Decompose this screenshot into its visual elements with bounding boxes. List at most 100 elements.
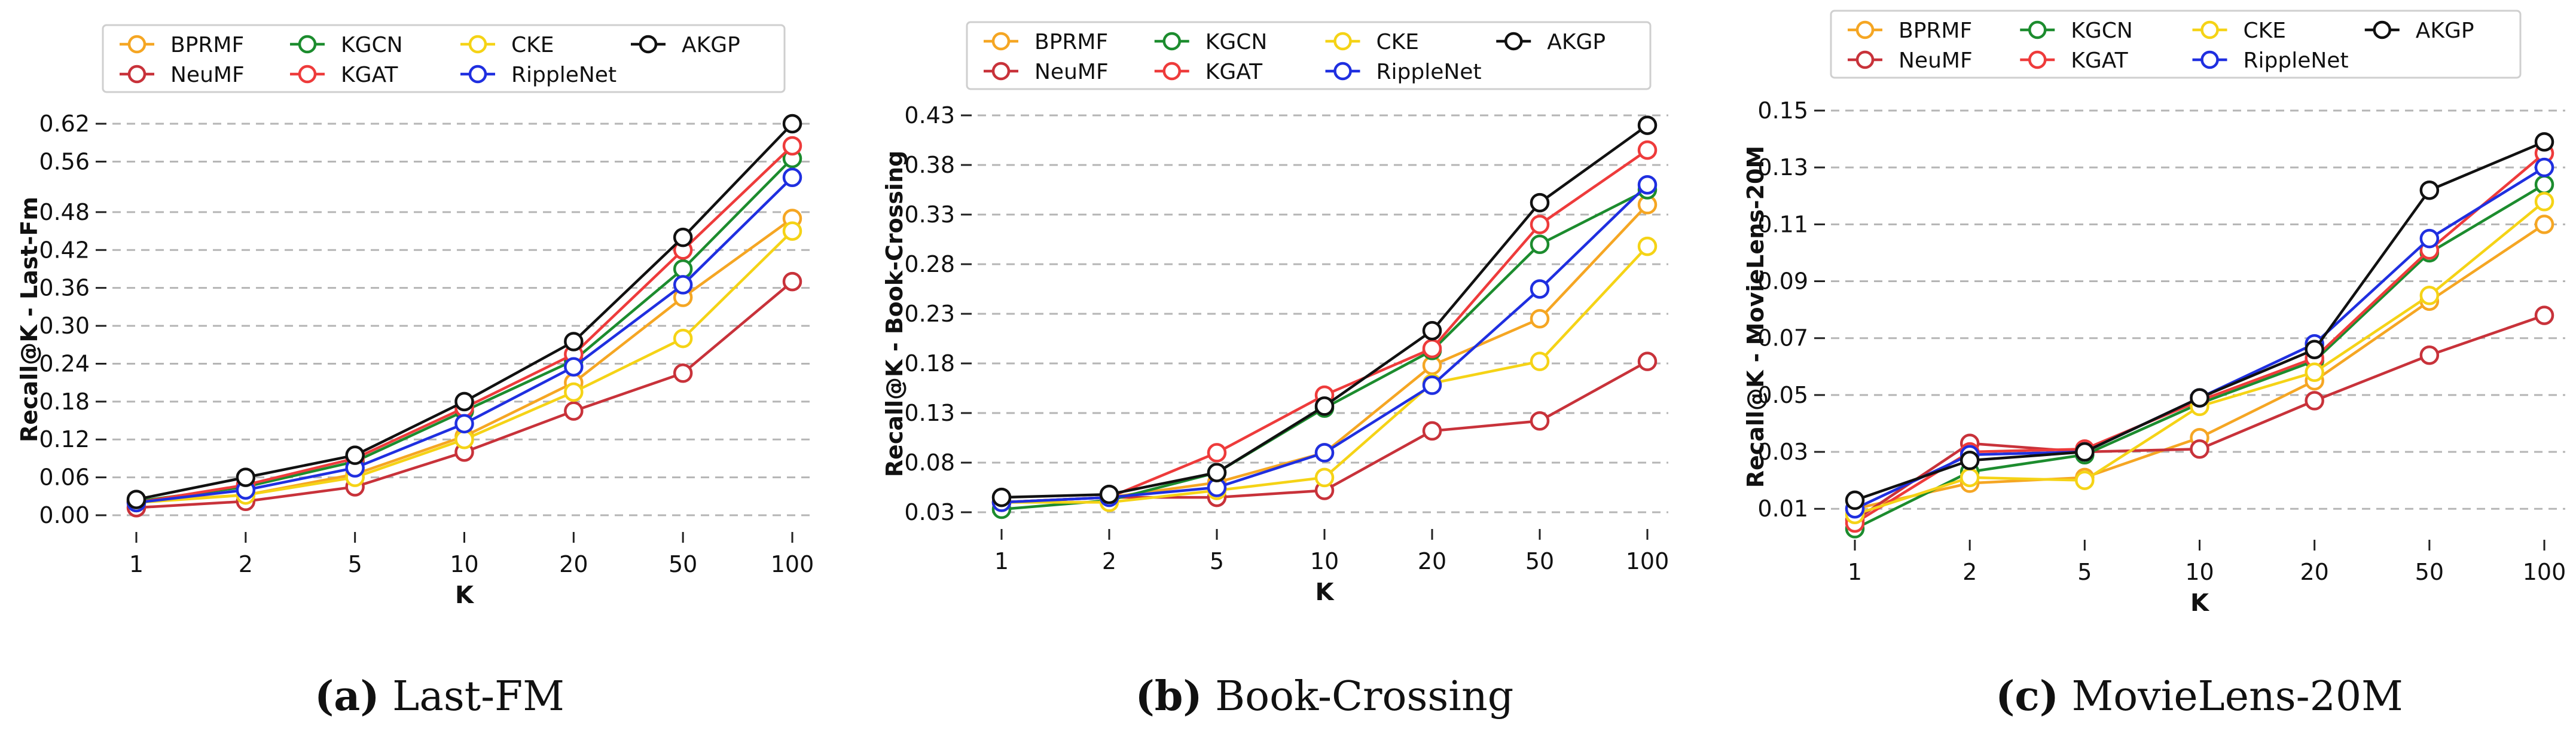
x-tick-label: 1 bbox=[994, 548, 1009, 574]
series-akgp bbox=[1845, 132, 2554, 510]
data-point bbox=[673, 227, 693, 247]
x-tick-label: 20 bbox=[2300, 559, 2328, 585]
y-tick-label: 0.13 bbox=[1757, 154, 1808, 181]
legend-label: NeuMF bbox=[1899, 48, 1973, 73]
legend-marker bbox=[2028, 20, 2047, 39]
legend-marker bbox=[991, 62, 1011, 81]
y-tick-label: 0.03 bbox=[1757, 439, 1808, 465]
data-point bbox=[1530, 351, 1550, 371]
legend-marker bbox=[1504, 32, 1523, 51]
legend-marker bbox=[127, 35, 146, 54]
legend-marker bbox=[2028, 50, 2047, 69]
data-point bbox=[1099, 484, 1119, 504]
data-point bbox=[782, 271, 802, 292]
x-tick-label: 20 bbox=[1418, 548, 1446, 574]
y-tick-label: 0.12 bbox=[39, 426, 90, 452]
data-point bbox=[1314, 467, 1335, 488]
y-tick-label: 0.30 bbox=[39, 313, 90, 339]
data-point bbox=[1207, 463, 1227, 482]
x-tick-label: 10 bbox=[450, 551, 478, 577]
series-bprmf bbox=[1845, 215, 2554, 519]
data-point bbox=[2190, 439, 2209, 459]
y-tick-label: 0.01 bbox=[1757, 496, 1808, 522]
y-tick-label: 0.03 bbox=[904, 499, 955, 525]
y-tick-label: 0.33 bbox=[904, 201, 955, 228]
legend: BPRMF NeuMF KGCN KGAT CKE RippleNet AKGP bbox=[102, 24, 786, 93]
data-point bbox=[673, 328, 693, 348]
legend-marker bbox=[1855, 50, 1875, 69]
series-line-cke bbox=[136, 230, 793, 504]
data-point bbox=[564, 357, 584, 377]
data-point bbox=[2190, 388, 2209, 408]
data-point bbox=[454, 429, 474, 449]
data-point bbox=[1637, 175, 1658, 195]
legend-marker bbox=[298, 35, 317, 54]
data-point bbox=[2534, 215, 2554, 234]
y-axis-label: Recall@K - MovieLens-20M bbox=[1742, 146, 1769, 488]
data-point bbox=[1422, 338, 1442, 359]
series-line-kgcn bbox=[1854, 183, 2546, 530]
data-point bbox=[2534, 175, 2554, 194]
legend-label: CKE bbox=[1376, 30, 1420, 54]
y-axis-label: Recall@K - Book-Crossing bbox=[881, 151, 908, 477]
y-tick-label: 0.28 bbox=[904, 251, 955, 277]
data-point bbox=[2305, 340, 2324, 359]
y-tick-label: 0.05 bbox=[1757, 382, 1808, 408]
data-point bbox=[1530, 215, 1550, 234]
data-point bbox=[1845, 490, 1865, 510]
panel-caption: (c) MovieLens-20M bbox=[1995, 672, 2403, 720]
data-point bbox=[1422, 320, 1442, 341]
legend-label: KGAT bbox=[341, 63, 398, 87]
legend-marker bbox=[1855, 20, 1875, 39]
legend-marker bbox=[639, 35, 658, 54]
x-tick-label: 10 bbox=[1310, 548, 1339, 574]
y-tick-label: 0.42 bbox=[39, 237, 90, 263]
legend-label: AKGP bbox=[1547, 30, 1606, 54]
data-point bbox=[564, 382, 584, 402]
y-tick-label: 0.08 bbox=[904, 449, 955, 476]
data-point bbox=[782, 221, 802, 241]
data-point bbox=[1960, 467, 1980, 488]
legend-marker bbox=[1162, 62, 1181, 81]
legend-marker bbox=[2200, 20, 2219, 39]
series-kgcn bbox=[991, 180, 1658, 519]
legend-label: CKE bbox=[511, 33, 554, 57]
x-tick-label: 20 bbox=[559, 551, 588, 577]
y-tick-label: 0.18 bbox=[904, 350, 955, 377]
x-tick-label: 5 bbox=[348, 551, 362, 577]
x-tick-label: 2 bbox=[1102, 548, 1116, 574]
legend-label: BPRMF bbox=[1899, 19, 1972, 43]
series-line-cke bbox=[1854, 200, 2546, 516]
data-point bbox=[2534, 305, 2554, 325]
legend-marker bbox=[2200, 50, 2219, 69]
chart-panel-2: 0.03 0.08 0.13 0.18 0.23 0.28 0.33 0.38 0.43 1 2 5 1… bbox=[881, 21, 1669, 720]
legend: BPRMF NeuMF KGCN KGAT CKE RippleNet AKGP bbox=[1830, 10, 2522, 79]
data-point bbox=[1637, 236, 1658, 256]
legend-label: KGAT bbox=[1205, 60, 1263, 84]
data-point bbox=[1422, 421, 1442, 441]
series-line-bprmf bbox=[1854, 223, 2546, 510]
data-point bbox=[2534, 157, 2554, 178]
data-point bbox=[2305, 391, 2324, 411]
x-tick-label: 1 bbox=[129, 551, 144, 577]
caption-title: Book-Crossing bbox=[1202, 673, 1514, 720]
data-point bbox=[454, 392, 474, 412]
legend-label: NeuMF bbox=[1034, 60, 1109, 84]
legend-label: RippleNet bbox=[2244, 48, 2349, 73]
data-point bbox=[782, 136, 802, 156]
data-point bbox=[1530, 192, 1550, 213]
y-tick-label: 0.15 bbox=[1757, 97, 1808, 124]
legend-label: CKE bbox=[2244, 19, 2287, 43]
legend-marker bbox=[127, 65, 146, 84]
data-point bbox=[1530, 234, 1550, 255]
data-point bbox=[2419, 345, 2440, 365]
legend-box bbox=[1830, 10, 2522, 79]
data-point bbox=[1207, 443, 1227, 463]
x-tick-label: 50 bbox=[1525, 548, 1554, 574]
data-point bbox=[1422, 375, 1442, 395]
panel-caption: (b) Book-Crossing bbox=[1136, 672, 1514, 720]
data-point bbox=[1530, 411, 1550, 431]
x-axis-label: K bbox=[1316, 579, 1335, 606]
series-line-cke bbox=[1002, 245, 1649, 504]
legend-label: KGCN bbox=[1205, 30, 1268, 54]
